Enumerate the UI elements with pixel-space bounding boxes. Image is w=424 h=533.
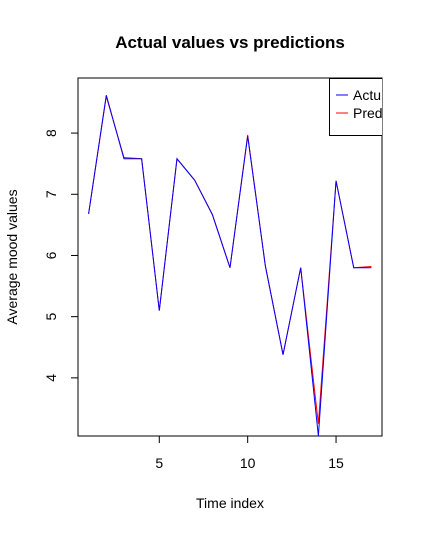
plot-frame [77,77,383,437]
x-tick-label: 15 [328,455,344,471]
x-tick-label: 5 [155,455,163,471]
legend-label-predicted: Pred [353,105,383,121]
y-tick-label: 4 [43,374,59,382]
y-axis: 4 5 6 7 8 [43,129,78,382]
legend-label-actual: Actu [353,87,381,103]
series-line-predicted [88,96,372,424]
y-tick-label: 8 [43,129,59,137]
y-tick-label: 6 [43,251,59,259]
legend-clip: Actu Pred [329,78,383,136]
x-tick-label: 10 [240,455,256,471]
chart-title: Actual values vs predictions [115,33,345,52]
y-tick-label: 5 [43,313,59,321]
x-axis: 5 10 15 [155,436,344,471]
x-axis-label: Time index [196,495,264,511]
legend: Actu Pred [336,87,383,121]
y-axis-label: Average mood values [4,189,20,324]
y-tick-label: 7 [43,190,59,198]
series-layer [88,95,372,437]
series-line-actual [88,95,372,437]
legend-box [329,78,382,136]
